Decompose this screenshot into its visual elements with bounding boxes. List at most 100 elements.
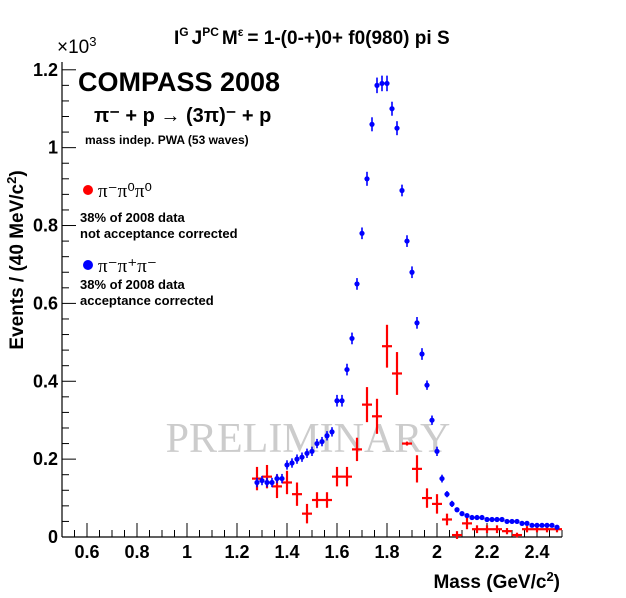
legend-note-charged-2: acceptance corrected (80, 293, 214, 308)
data-point (419, 348, 425, 360)
axes: 0.6 0.8 1 1.2 1.4 1.6 1.8 2 2.2 2.4 0 0.2 0.4 0.6 0.8 1… (33, 60, 563, 562)
marker (524, 520, 530, 526)
marker (504, 518, 510, 525)
data-point (534, 522, 540, 528)
marker (304, 450, 310, 456)
data-point (459, 511, 465, 517)
data-point (379, 75, 385, 92)
x-tick-label: 1.4 (274, 542, 299, 562)
data-point (302, 503, 312, 524)
data-point (334, 394, 340, 407)
marker (379, 80, 385, 87)
marker (319, 439, 325, 445)
y-tick-label: 0.2 (33, 449, 58, 469)
data-point (399, 184, 405, 197)
data-point (264, 477, 270, 488)
marker (299, 454, 305, 460)
data-point (504, 518, 510, 525)
data-point (269, 477, 275, 488)
marker (549, 522, 555, 528)
data-point (359, 227, 365, 240)
x-tick-label: 2.4 (524, 542, 549, 562)
data-point (324, 431, 330, 441)
data-point (484, 516, 490, 523)
marker (474, 514, 480, 521)
data-point (299, 452, 305, 462)
data-point (312, 492, 322, 508)
experiment-label: COMPASS 2008 (78, 67, 280, 97)
marker (339, 398, 345, 404)
marker (269, 479, 275, 486)
marker (454, 507, 460, 513)
data-point (439, 474, 445, 483)
marker (444, 491, 450, 497)
marker (534, 522, 540, 528)
marker (409, 269, 415, 275)
data-point (454, 507, 460, 513)
data-point (282, 470, 292, 495)
marker (374, 82, 380, 88)
data-point (309, 446, 315, 457)
marker (484, 516, 490, 523)
y-tick-label: 0 (48, 527, 58, 547)
y-exponent-label: ×103 (57, 34, 96, 58)
marker (389, 106, 395, 112)
data-point (354, 278, 360, 290)
marker (449, 501, 455, 507)
marker (459, 511, 465, 517)
reaction-label: π⁻ + p → (3π)⁻ + p (94, 105, 271, 127)
marker (509, 518, 515, 525)
data-point (499, 516, 505, 523)
data-point (254, 477, 260, 488)
marker (264, 479, 270, 486)
data-point (494, 516, 500, 523)
data-point (452, 531, 462, 539)
data-point (434, 446, 440, 457)
marker (539, 522, 545, 528)
data-point (284, 460, 290, 470)
data-point (544, 522, 550, 528)
y-tick-label: 0.8 (33, 216, 58, 236)
data-point (522, 526, 532, 533)
marker (529, 522, 535, 528)
data-point (472, 525, 482, 534)
data-point (364, 171, 370, 186)
x-tick-label: 2.2 (474, 542, 499, 562)
data-point (332, 466, 342, 487)
data-point (524, 520, 530, 526)
marker (554, 524, 560, 530)
data-point (384, 75, 390, 92)
data-point (314, 438, 320, 449)
data-point (294, 454, 300, 464)
pwa-label: mass indep. PWA (53 waves) (85, 133, 249, 147)
data-point (304, 448, 310, 458)
x-tick-label: 2 (432, 542, 442, 562)
data-point (514, 518, 520, 525)
x-tick-label: 1.6 (324, 542, 349, 562)
data-point (382, 324, 392, 368)
marker (334, 398, 340, 404)
marker (354, 281, 360, 287)
data-point (464, 512, 470, 519)
data-point (344, 363, 350, 376)
marker (359, 230, 365, 236)
marker (394, 125, 400, 131)
data-point (352, 437, 362, 462)
data-point (489, 516, 495, 523)
data-point (424, 380, 430, 390)
marker (384, 80, 390, 87)
data-point (519, 520, 525, 526)
data-point (329, 427, 335, 437)
marker (439, 475, 445, 482)
marker (294, 456, 300, 462)
marker (369, 121, 375, 127)
y-tick-label: 1.2 (33, 60, 58, 80)
data-point (372, 398, 382, 434)
data-point (512, 532, 522, 538)
data-point (394, 121, 400, 136)
series-charged (254, 75, 560, 530)
marker (489, 516, 495, 523)
x-tick-label: 0.8 (124, 542, 149, 562)
marker (289, 460, 295, 466)
data-point (409, 266, 415, 279)
